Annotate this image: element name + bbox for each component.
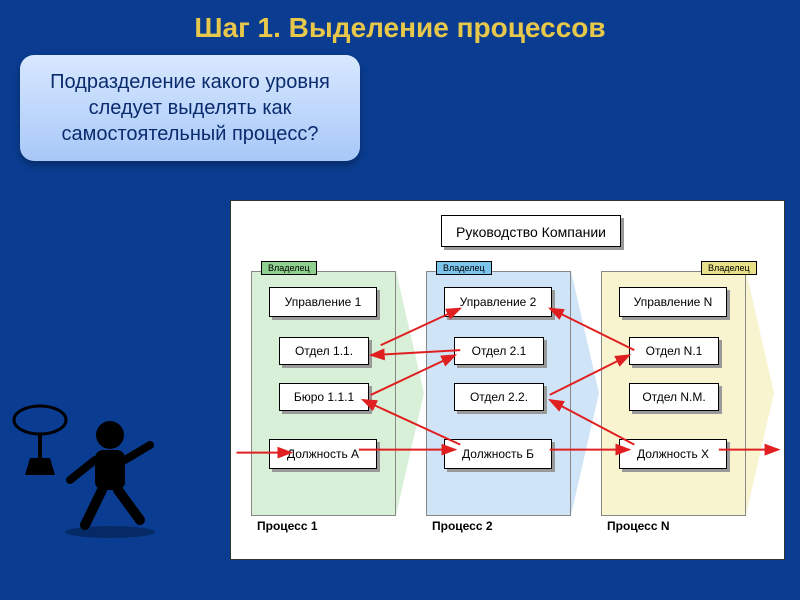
process-column-2: Владелец Управление 2 Отдел 2.1 Отдел 2.… xyxy=(426,271,591,541)
org-node: Должность А xyxy=(269,439,377,469)
org-node: Управление 1 xyxy=(269,287,377,317)
column-arrow-tip xyxy=(396,271,424,515)
process-label: Процесс 2 xyxy=(432,519,493,533)
owner-tag: Владелец xyxy=(701,261,757,275)
org-node: Отдел N.1 xyxy=(629,337,719,365)
column-arrow-tip xyxy=(746,271,774,515)
org-node: Должность X xyxy=(619,439,727,469)
org-node: Отдел 2.1 xyxy=(454,337,544,365)
org-node: Бюро 1.1.1 xyxy=(279,383,369,411)
leadership-node: Руководство Компании xyxy=(441,215,621,247)
process-column-n: Владелец Управление N Отдел N.1 Отдел N.… xyxy=(601,271,766,541)
process-label: Процесс 1 xyxy=(257,519,318,533)
page-title: Шаг 1. Выделение процессов xyxy=(0,0,800,44)
owner-tag: Владелец xyxy=(436,261,492,275)
question-callout: Подразделение какого уровня следует выде… xyxy=(20,55,360,161)
org-node: Управление 2 xyxy=(444,287,552,317)
org-node: Отдел 1.1. xyxy=(279,337,369,365)
column-arrow-tip xyxy=(571,271,599,515)
process-column-1: Владелец Управление 1 Отдел 1.1. Бюро 1.… xyxy=(251,271,416,541)
org-node: Отдел N.M. xyxy=(629,383,719,411)
satellite-person-icon xyxy=(10,380,170,540)
org-node: Должность Б xyxy=(444,439,552,469)
org-node: Отдел 2.2. xyxy=(454,383,544,411)
org-node: Управление N xyxy=(619,287,727,317)
process-label: Процесс N xyxy=(607,519,670,533)
owner-tag: Владелец xyxy=(261,261,317,275)
org-diagram: Руководство Компании Владелец Управление… xyxy=(230,200,785,560)
